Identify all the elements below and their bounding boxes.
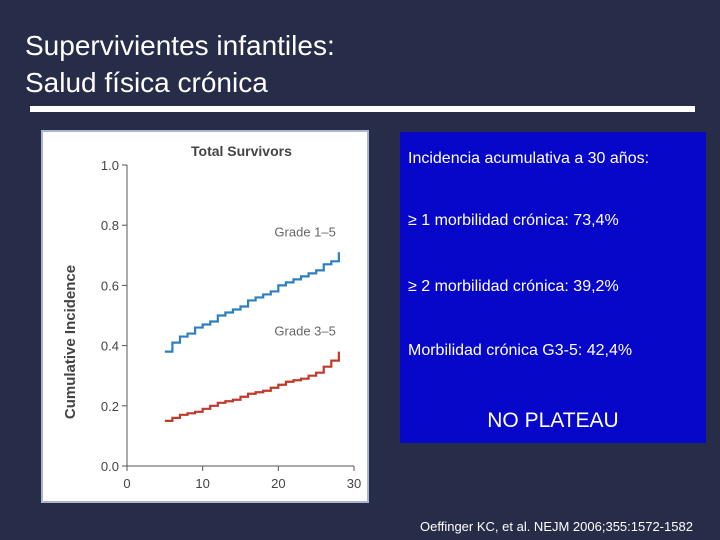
y-tick-label: 0.2 (101, 399, 119, 414)
y-tick-label: 0.4 (101, 339, 119, 354)
y-tick-label: 1.0 (101, 158, 119, 173)
chart-title: Total Survivors (191, 143, 292, 159)
info-morbidity-g3-5: Morbilidad crónica G3-5: 42,4% (408, 342, 633, 359)
info-morbidity-1: ≥ 1 morbilidad crónica: 73,4% (408, 212, 619, 229)
info-morbidity-2: ≥ 2 morbilidad crónica: 39,2% (408, 278, 619, 295)
series-label: Grade 3–5 (274, 324, 335, 339)
y-axis-label: Cumulative Incidence (62, 265, 79, 419)
cumulative-incidence-chart: Total Survivors Cumulative Incidence 0.0… (41, 130, 369, 503)
slide-title-line-2: Salud física crónica (25, 67, 268, 98)
y-tick-label: 0.8 (101, 218, 119, 233)
series-layer: Grade 1–5 Grade 3–5 (164, 224, 340, 422)
x-tick-label: 10 (195, 476, 209, 491)
x-axis-ticks: 0 10 20 30 (123, 466, 361, 491)
series-line-grade-3-5 (164, 351, 340, 422)
info-heading: Incidencia acumulativa a 30 años: (408, 150, 650, 167)
slide-title-line-1: Supervivientes infantiles: (25, 30, 335, 61)
title-divider (30, 106, 695, 112)
series-line-grade-1-5 (164, 252, 340, 353)
chart-canvas: Total Survivors Cumulative Incidence 0.0… (62, 143, 361, 491)
citation: Oeffinger KC, et al. NEJM 2006;355:1572-… (420, 519, 693, 534)
slide-title: Supervivientes infantiles: Salud física … (25, 27, 335, 101)
incidence-info-box: Incidencia acumulativa a 30 años: ≥ 1 mo… (400, 132, 706, 443)
series-label: Grade 1–5 (274, 224, 335, 239)
x-tick-label: 0 (123, 476, 130, 491)
y-axis-ticks: 0.0 0.2 0.4 0.6 0.8 1.0 (101, 158, 127, 474)
x-tick-label: 30 (347, 476, 361, 491)
y-tick-label: 0.6 (101, 278, 119, 293)
no-plateau-label: NO PLATEAU (487, 409, 619, 432)
x-tick-label: 20 (271, 476, 285, 491)
y-tick-label: 0.0 (101, 459, 119, 474)
